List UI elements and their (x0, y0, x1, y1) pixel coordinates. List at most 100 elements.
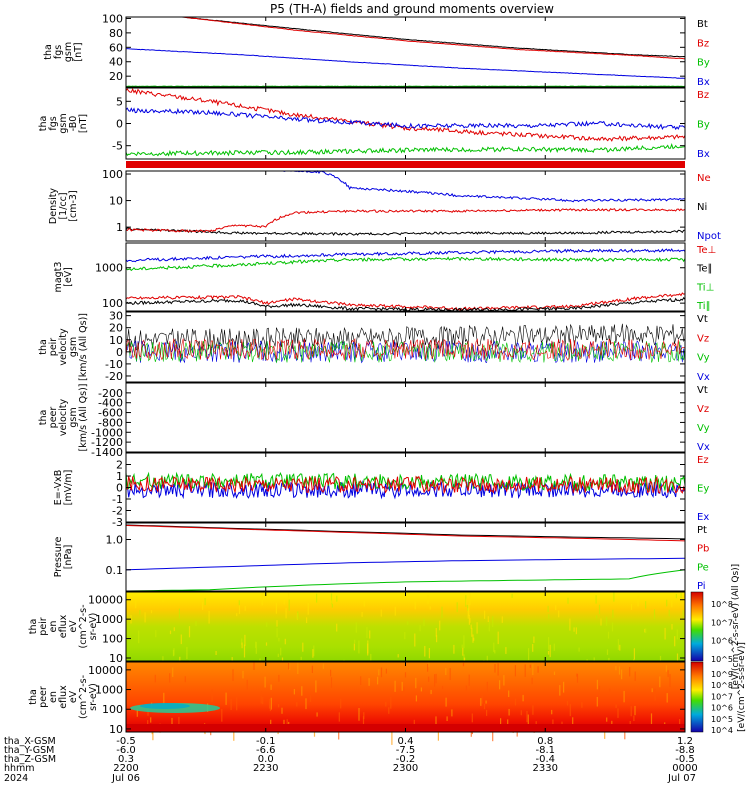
y-axis-label: eflux (58, 614, 69, 638)
y-axis-label: (cm^2-s- (78, 605, 89, 649)
heatmap-streak (340, 698, 342, 709)
heatmap-streak (171, 717, 173, 728)
heatmap-streak (473, 637, 475, 641)
legend-Ne: Ne (697, 173, 711, 184)
heatmap-streak (278, 704, 280, 708)
heatmap-streak (268, 699, 271, 709)
heatmap-streak (186, 646, 188, 660)
y-tick-label: -800 (98, 416, 123, 429)
time-row-label: tha_Y-GSM (4, 745, 54, 756)
time-row-value: 2330 (533, 763, 558, 774)
heatmap-streak (236, 613, 238, 617)
legend-Ni: Ni (697, 202, 707, 213)
heatmap-streak (312, 649, 314, 658)
heatmap-streak (243, 644, 246, 658)
y-axis-label: en (48, 691, 59, 703)
heatmap-streak (682, 610, 684, 618)
legend-Ez: Ez (697, 455, 709, 466)
heatmap-streak (645, 628, 647, 633)
y-tick-label: 1 (116, 221, 123, 234)
y-tick-label: 100 (102, 633, 123, 646)
y-axis-label: tha (43, 44, 54, 60)
heatmap-streak (147, 720, 149, 727)
heatmap-streak (442, 685, 444, 690)
heatmap-streak (576, 673, 579, 683)
y-axis-label: [nT] (78, 114, 89, 133)
heatmap-streak (503, 675, 505, 686)
heatmap-streak (674, 636, 676, 647)
y-tick-label: 80 (109, 27, 123, 40)
heatmap-streak (522, 694, 524, 702)
heatmap-streak (446, 716, 448, 721)
heatmap-streak (575, 627, 577, 635)
heatmap-streak (611, 720, 613, 725)
y-axis-label: Pressure (53, 537, 64, 578)
legend-Bz: Bz (697, 90, 709, 101)
heatmap-streak (611, 622, 614, 632)
red-status-bar (126, 161, 685, 168)
y-tick-label: -10 (105, 358, 123, 371)
legend-Vx: Vx (697, 442, 710, 453)
heatmap-streak (617, 708, 619, 718)
heatmap-streak (456, 602, 458, 613)
heatmap-streak (315, 680, 317, 693)
heatmap-streak (604, 730, 606, 739)
legend-Vy: Vy (697, 353, 710, 364)
heatmap-streak (264, 676, 266, 688)
heatmap-streak (480, 698, 482, 706)
colorbar-tick-label: 10^5 (711, 655, 733, 664)
heatmap-streak (449, 668, 451, 681)
heatmap-streak (231, 657, 233, 663)
heatmap-streak (494, 650, 496, 654)
heatmap-streak (162, 656, 164, 664)
heatmap-streak (551, 709, 553, 715)
heatmap-streak (528, 648, 530, 661)
heatmap-streak (468, 603, 470, 616)
heatmap-streak (650, 713, 653, 725)
series-peir-velocity-Vx (125, 340, 686, 364)
heatmap-streak (437, 729, 439, 741)
heatmap-streak (435, 673, 437, 684)
time-row-value: 0.0 (258, 754, 274, 765)
y-axis-label: [km/s (All Qs)] (78, 384, 89, 452)
heatmap-streak (595, 595, 597, 604)
heatmap-streak (255, 641, 257, 648)
heatmap-streak (613, 592, 615, 602)
heatmap-streak (486, 655, 488, 664)
heatmap-streak (275, 602, 277, 614)
heatmap-streak (286, 719, 288, 728)
y-axis-label: tha (28, 689, 39, 705)
heatmap-streak (531, 677, 533, 685)
heatmap-streak (453, 644, 455, 654)
legend-Te⊥: Te⊥ (696, 245, 716, 256)
y-axis-label: gsm (68, 337, 79, 357)
heatmap-streak (621, 669, 623, 680)
heatmap-streak (316, 593, 318, 603)
y-axis-label: [eV] (63, 267, 74, 287)
heatmap-streak (414, 601, 416, 610)
heatmap-streak (424, 645, 426, 657)
legend-Vy: Vy (697, 423, 710, 434)
y-tick-label: 10000 (88, 664, 123, 677)
heatmap-streak (154, 674, 156, 683)
panel-temperature: 1000 100 magt3 [eV] Te⊥ Te∥ Ti⊥ Ti∥ (53, 242, 716, 312)
heatmap-streak (629, 667, 631, 677)
y-axis-label: en (48, 621, 59, 633)
heatmap-streak (467, 605, 469, 611)
y-tick-label: 10000 (88, 594, 123, 607)
colorbar-label: [eV/(cm^2-s-sr-eV)] (737, 642, 747, 732)
heatmap-streak (297, 662, 299, 674)
heatmap-streak (600, 618, 602, 626)
y-axis-label: [mV/m] (63, 470, 74, 506)
colorbar-label: [eV/(cm^2-s-sr-eV) (All Qs)] (731, 564, 741, 689)
time-row-value: -0.4 (535, 754, 555, 765)
y-axis-label: peer (38, 686, 49, 708)
y-tick-label: 100 (102, 297, 123, 310)
heatmap-streak (559, 685, 561, 696)
heatmap-streak (179, 656, 181, 664)
heatmap-streak (532, 705, 534, 715)
heatmap-streak (330, 669, 332, 677)
heatmap-streak (668, 609, 670, 617)
heatmap-streak (623, 690, 625, 703)
